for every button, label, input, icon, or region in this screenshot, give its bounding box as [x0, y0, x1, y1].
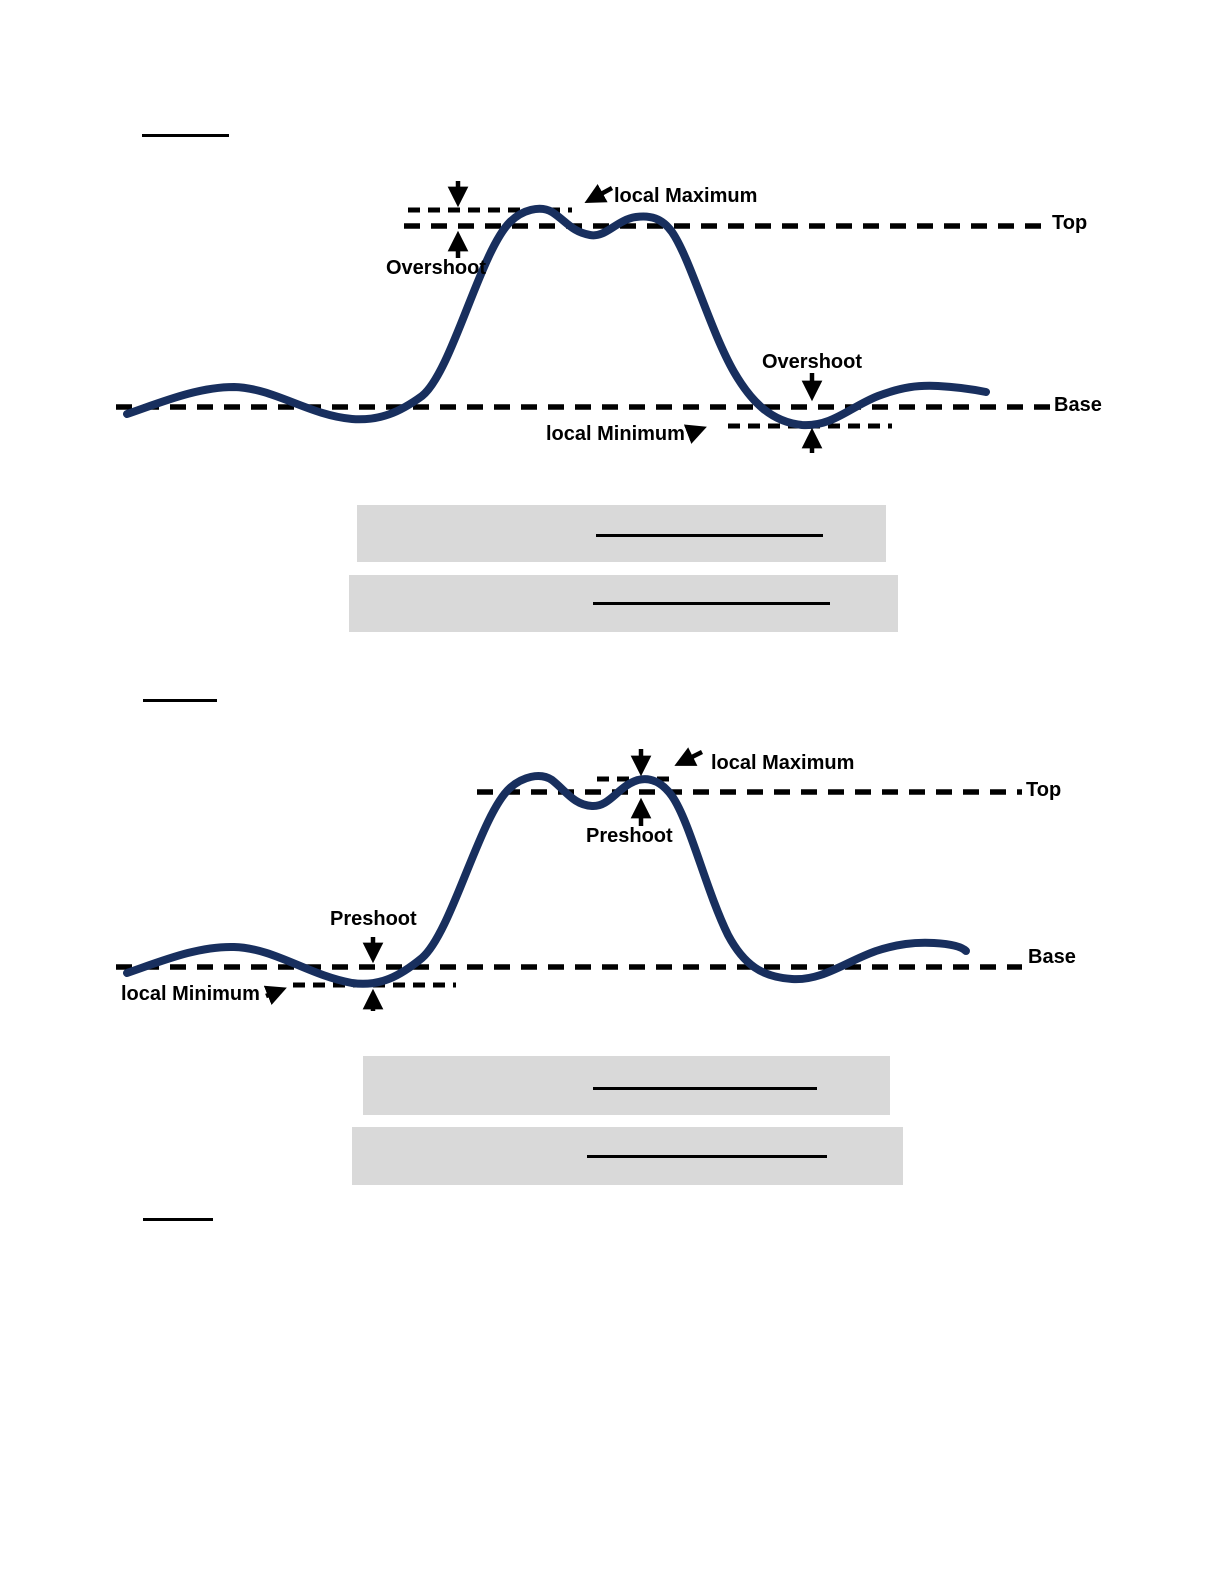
answer-blank-line: [587, 1155, 827, 1158]
label-preshoot-rising: Preshoot: [330, 908, 417, 930]
answer-box-2[interactable]: [349, 575, 898, 632]
answer-box-3[interactable]: [363, 1056, 890, 1115]
label-local-maximum: local Maximum: [614, 185, 758, 207]
blank-heading-underline-3: [143, 1218, 213, 1221]
blank-heading-underline-2: [143, 699, 217, 702]
answer-blank-line: [596, 534, 823, 537]
answer-blank-line: [593, 602, 830, 605]
local-maximum-pointer-arrow: [584, 184, 614, 204]
label-overshoot-falling: Overshoot: [762, 351, 863, 373]
blank-heading-underline-1: [142, 134, 229, 137]
label-local-minimum: local Minimum: [546, 423, 685, 445]
overshoot-diagram: [116, 181, 1050, 453]
label-local-minimum: local Minimum: [121, 983, 260, 1005]
waveform-curve: [123, 772, 970, 988]
local-maximum-pointer-arrow: [674, 747, 704, 766]
label-top: Top: [1052, 212, 1088, 234]
answer-box-1[interactable]: [357, 505, 886, 562]
preshoot-diagram: [116, 747, 1022, 1011]
answer-blank-line: [593, 1087, 817, 1090]
label-local-maximum: local Maximum: [711, 752, 855, 774]
local-minimum-pointer-arrow: [263, 985, 287, 1005]
local-minimum-pointer-arrow: [683, 424, 707, 444]
label-base: Base: [1054, 394, 1102, 416]
label-base: Base: [1028, 946, 1076, 968]
answer-box-4[interactable]: [352, 1127, 903, 1185]
waveform-curve: [123, 204, 990, 430]
label-top: Top: [1026, 779, 1062, 801]
label-overshoot-rising: Overshoot: [386, 257, 487, 279]
label-preshoot-falling: Preshoot: [586, 825, 673, 847]
